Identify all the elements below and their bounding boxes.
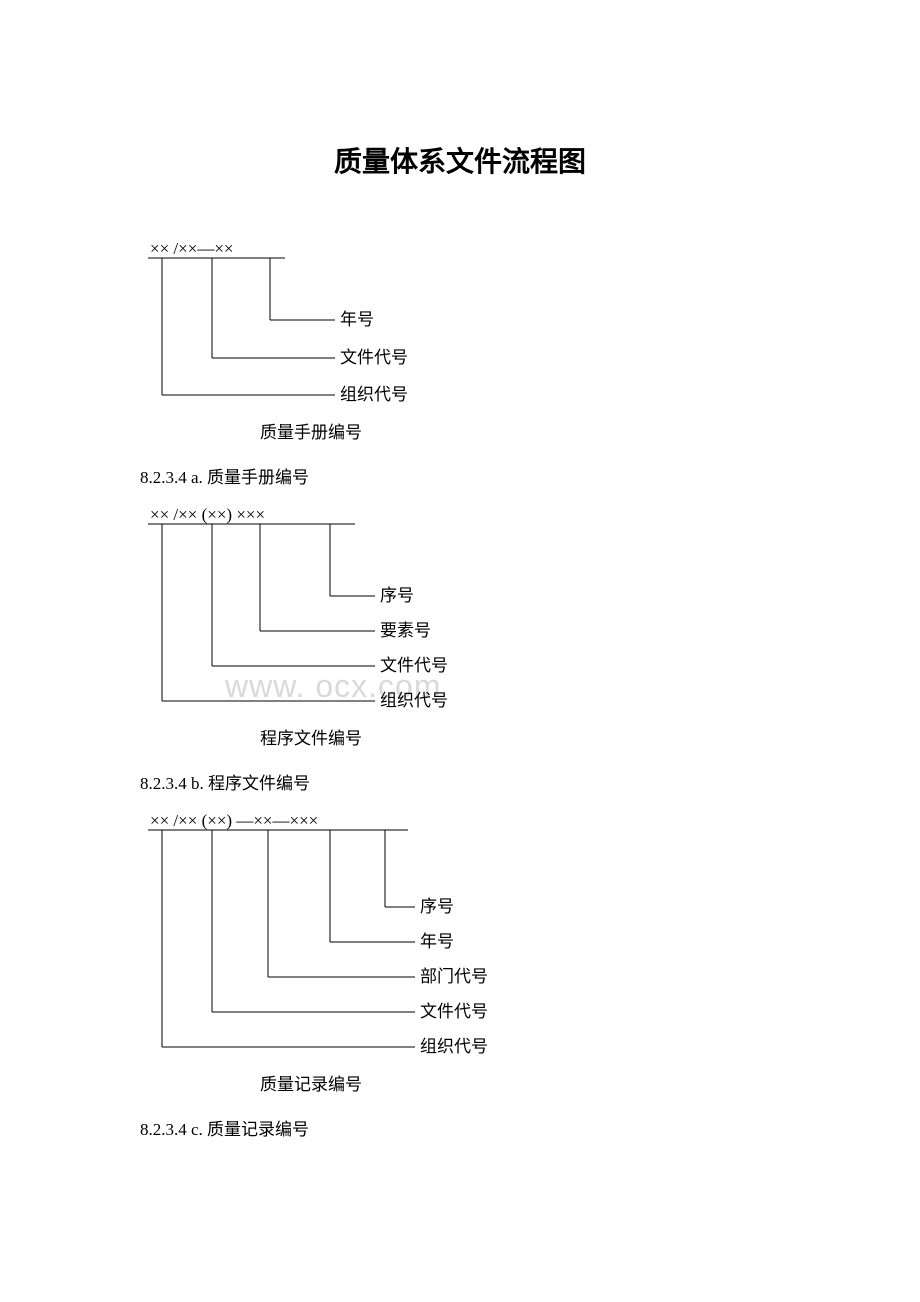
diagram-block: ×× /×× (××) ××× 组织代号 文件代号 要素号 序号程序文件编号	[140, 506, 780, 749]
diagram-caption: 质量手册编号	[260, 418, 780, 443]
bracket-label: 组织代号	[340, 385, 408, 404]
bracket-label: 文件代号	[380, 656, 448, 675]
bracket-label: 组织代号	[380, 691, 448, 710]
diagram-header: ×× /××—××	[150, 240, 234, 258]
bracket-label: 部门代号	[420, 967, 488, 986]
bracket-label: 组织代号	[420, 1037, 488, 1056]
bracket-label: 序号	[380, 586, 414, 605]
diagrams-container: ×× /××—××组织代号文件代号年号质量手册编号8.2.3.4 a. 质量手册…	[140, 240, 780, 1140]
section-heading: 8.2.3.4 c. 质量记录编号	[140, 1115, 780, 1140]
bracket-diagram: ×× /×× (××) ××× 组织代号 文件代号 要素号 序号	[140, 506, 540, 716]
bracket-label: 文件代号	[340, 348, 408, 367]
bracket-diagram: ×× /××—×× 组织代号 文件代号 年号	[140, 240, 500, 410]
diagram-header: ×× /×× (××) —××—×××	[150, 812, 318, 830]
diagram-caption: 质量记录编号	[260, 1070, 780, 1095]
bracket-label: 年号	[340, 310, 374, 329]
diagram-block: ×× /×× (××) —××—××× 组织代号 文件代号 部门代号 年号 序号质量记录编…	[140, 812, 780, 1095]
bracket-label: 序号	[420, 897, 454, 916]
bracket-label: 要素号	[380, 621, 431, 640]
section-heading: 8.2.3.4 a. 质量手册编号	[140, 463, 780, 488]
bracket-label: 年号	[420, 932, 454, 951]
bracket-diagram: ×× /×× (××) —××—××× 组织代号 文件代号 部门代号 年号 序号	[140, 812, 580, 1062]
diagram-block: ×× /××—×× 组织代号 文件代号 年号质量手册编号	[140, 240, 780, 443]
diagram-caption: 程序文件编号	[260, 724, 780, 749]
page-title: 质量体系文件流程图	[140, 140, 780, 180]
bracket-label: 文件代号	[420, 1002, 488, 1021]
diagram-header: ×× /×× (××) ×××	[150, 506, 265, 524]
section-heading: 8.2.3.4 b. 程序文件编号	[140, 769, 780, 794]
